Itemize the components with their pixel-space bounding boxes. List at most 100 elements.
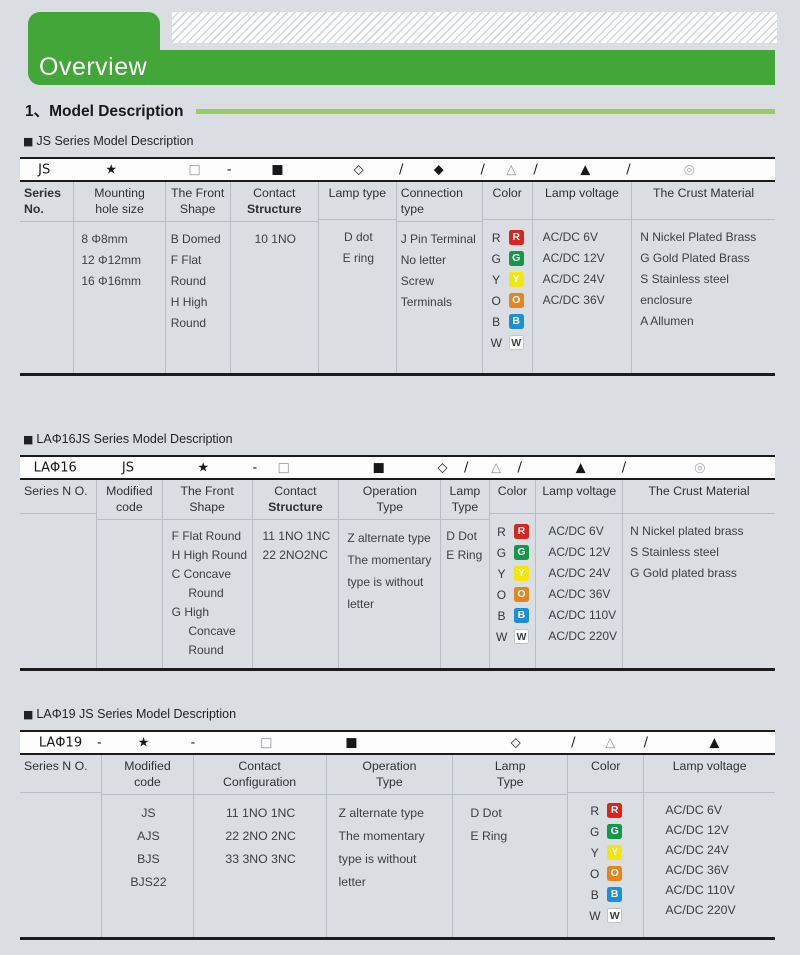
cell-line: letter: [338, 875, 366, 889]
column-header: Series N O.: [20, 480, 96, 514]
column-body: 10 1NO: [231, 222, 318, 373]
color-badge: G: [607, 824, 623, 839]
color-badge: B: [607, 887, 623, 902]
code-symbol: ★: [105, 162, 117, 177]
cell-line: letter: [347, 597, 375, 611]
color-badge: Y: [508, 272, 524, 287]
color-badge: Y: [513, 566, 529, 581]
cell-line: Lamp voltage: [672, 759, 747, 773]
cell-line: A Allumen: [640, 314, 694, 328]
column-body: D Dot E Ring: [453, 795, 567, 937]
cell-line: Type: [376, 499, 404, 514]
cell-line: E ring: [342, 251, 374, 265]
cell-line: Modified: [106, 484, 153, 498]
column-header: The Crust Material: [623, 480, 775, 514]
column-body: 11 1NO 1NC 22 2NO2NC: [253, 520, 339, 668]
code-symbol: ◎: [694, 460, 706, 475]
column-body: Z alternate type The momentary type is wit…: [327, 795, 453, 937]
color-badge: O: [508, 293, 524, 308]
cell-line: AC/DC 220V: [665, 903, 736, 917]
code-symbol: △: [605, 735, 616, 750]
cell-line: 11 1NO 1NC: [225, 806, 296, 820]
code-symbol: /: [463, 460, 469, 475]
cell-line: No letter: [400, 253, 447, 267]
cell-line: code: [116, 499, 143, 514]
color-letter: W: [495, 629, 508, 644]
color-badge: W: [607, 908, 623, 923]
cell-line: B Domed: [170, 232, 221, 246]
series-label-text: LAΦ16JS Series Model Description: [36, 432, 233, 446]
color-badge: O: [513, 587, 529, 602]
color-badge: R: [513, 524, 529, 539]
cell-line: Structure: [268, 499, 323, 514]
column-header: Modified code: [97, 480, 162, 520]
column-body: B Domed F Flat Round H High Round: [166, 222, 230, 373]
code-symbol: □: [188, 162, 201, 177]
column-body: D dot E ring: [319, 220, 396, 373]
cell-line: C Concave: [171, 567, 232, 581]
model-table-js: JS ★ □ - ■ ◇ / ◆ / △ / ▲ / ◎ Series No. Mounting hole s…: [20, 157, 775, 376]
column-lamp-type: Lamp Type D Dot E Ring: [453, 755, 569, 937]
green-banner-bar: [150, 50, 775, 85]
cell-line: AC/DC 36V: [665, 863, 729, 877]
column-body: 8 Φ8mm 12 Φ12mm 16 Φ16mm: [74, 222, 164, 373]
cell-line: No.: [24, 201, 44, 216]
page-title: 1、Model Description: [25, 99, 184, 121]
cell-line: code: [134, 774, 161, 789]
color-badge: G: [513, 545, 529, 560]
column-body: N Nickel Plated Brass G Gold Plated Brass…: [632, 220, 775, 373]
column-header: The Front Shape: [165, 182, 230, 222]
color-letter: R: [497, 524, 506, 539]
column-contact-configuration: Contact Configuration 11 1NO 1NC 22 2NO 2N…: [193, 755, 327, 937]
color-letter: B: [590, 887, 599, 902]
cell-line: Structure: [246, 201, 302, 216]
code-symbol: -: [226, 162, 232, 177]
cell-line: F Flat Round: [170, 253, 207, 288]
column-header: Lamp type: [318, 182, 396, 220]
cell-line: N Nickel plated brass: [630, 524, 744, 538]
cell-line: AJS: [137, 829, 160, 843]
color-letter: G: [496, 545, 507, 560]
cell-line: The Front: [171, 186, 225, 200]
cell-line: 10 1NO: [254, 232, 296, 246]
column-modified-code: Modified code: [97, 480, 163, 668]
model-code-row: JS ★ □ - ■ ◇ / ◆ / △ / ▲ / ◎: [20, 159, 775, 182]
cell-line: S Stainless steel enclosure: [640, 272, 733, 307]
cell-line: E Ring: [470, 829, 508, 843]
series-label-js: ■ JS Series Model Description: [23, 134, 775, 148]
page-header: Overview: [0, 0, 800, 95]
cell-line: 16 Φ16mm: [81, 274, 141, 288]
column-body: [20, 793, 101, 937]
column-header: Lamp voltage: [644, 755, 775, 793]
column-header: Color: [482, 182, 532, 220]
code-symbol: ■: [372, 460, 385, 475]
model-table-la19js: LAΦ19- ★ - □ ■ ◇ / △ / ▲ Series N O. Modified code…: [20, 730, 775, 940]
section-marker-icon: ■: [23, 707, 34, 721]
cell-line: AC/DC 6V: [548, 524, 604, 538]
table-columns: Series No. Mounting hole size 8 Φ8mm 12 Φ12…: [20, 182, 775, 373]
code-symbol: □: [260, 735, 273, 750]
code-symbol: /: [533, 162, 538, 177]
cell-line: AC/DC 12V: [548, 545, 611, 559]
color-letter: B: [492, 314, 501, 329]
column-body: F Flat Round H High Round C Concave Round G…: [163, 520, 252, 668]
column-header: Lamp voltage: [536, 480, 623, 514]
code-symbol: -: [252, 460, 258, 475]
cell-line: AC/DC 12V: [542, 251, 605, 265]
column-body: Z alternate type The momentary type is wit…: [339, 520, 440, 668]
cell-line: 33 3NO 3NC: [225, 852, 296, 866]
